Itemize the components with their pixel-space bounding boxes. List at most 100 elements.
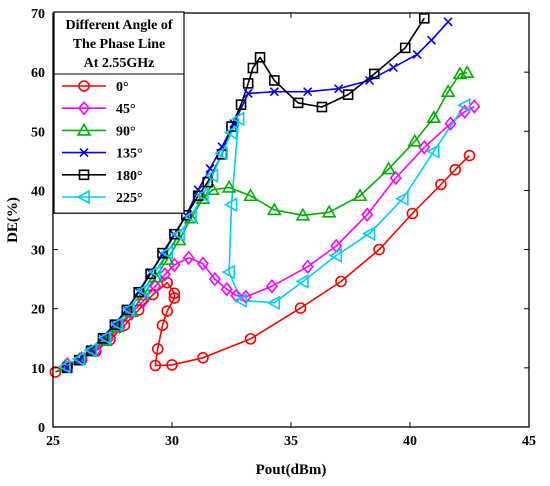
x-tick-label: 40 xyxy=(403,434,417,449)
data-point xyxy=(223,125,238,140)
data-point xyxy=(381,161,396,175)
y-axis-label: DE(%) xyxy=(5,197,21,243)
legend-marker-5 xyxy=(76,189,90,205)
data-point xyxy=(269,75,280,86)
data-point xyxy=(254,52,266,63)
legend-entries: 0° 45° 90° 135° 180° 225° xyxy=(62,80,143,206)
data-point xyxy=(214,145,228,161)
data-point xyxy=(407,133,423,147)
data-point xyxy=(147,264,162,280)
data-point xyxy=(243,88,253,98)
data-point xyxy=(412,49,422,59)
data-point xyxy=(244,333,257,345)
data-point xyxy=(334,84,344,94)
legend-marker-4 xyxy=(78,169,90,181)
data-point xyxy=(328,248,343,263)
data-point xyxy=(97,332,109,344)
data-point xyxy=(83,342,97,358)
data-point xyxy=(157,247,168,259)
data-point xyxy=(205,182,220,196)
data-point xyxy=(342,89,354,100)
data-point xyxy=(406,207,419,220)
legend: Different Angle of The Phase Line At 2.5… xyxy=(53,11,185,214)
data-point xyxy=(151,343,164,355)
data-point xyxy=(266,202,282,216)
x-axis-ticks: 25 30 35 40 45 xyxy=(46,13,536,449)
data-point xyxy=(388,62,398,72)
x-tick-label: 45 xyxy=(522,434,536,449)
y-tick-label: 30 xyxy=(31,244,45,259)
data-point xyxy=(242,78,254,89)
legend-label-1: 45° xyxy=(116,102,136,117)
x-tick-label: 35 xyxy=(284,434,298,449)
data-point xyxy=(109,319,121,330)
y-tick-label: 60 xyxy=(31,66,45,81)
data-point xyxy=(204,168,219,183)
legend-marker-1 xyxy=(77,100,91,116)
legend-label-5: 225° xyxy=(116,191,143,206)
data-point xyxy=(195,191,211,205)
data-point xyxy=(443,17,453,27)
data-point xyxy=(449,163,462,176)
data-point xyxy=(168,287,181,300)
data-point xyxy=(435,178,447,191)
data-point xyxy=(426,144,440,159)
x-tick-label: 25 xyxy=(46,434,60,449)
data-point xyxy=(352,188,368,202)
data-point xyxy=(269,87,279,97)
data-point xyxy=(208,271,221,287)
data-point xyxy=(368,68,380,80)
data-point xyxy=(463,149,476,162)
data-point xyxy=(295,274,309,289)
data-point xyxy=(303,87,313,97)
data-point xyxy=(418,13,430,24)
data-point xyxy=(230,111,245,127)
data-point xyxy=(192,190,204,202)
data-point xyxy=(301,259,314,274)
data-point xyxy=(395,191,409,207)
data-point xyxy=(361,226,376,241)
data-point xyxy=(195,187,209,203)
data-point xyxy=(373,243,385,256)
data-point xyxy=(223,197,238,212)
data-point xyxy=(135,283,150,298)
data-point xyxy=(361,207,374,222)
data-point xyxy=(196,256,209,272)
data-point xyxy=(158,267,171,282)
legend-box xyxy=(53,11,185,214)
data-point xyxy=(121,301,135,317)
data-point xyxy=(71,351,85,367)
data-point xyxy=(109,316,124,332)
data-point xyxy=(97,330,112,346)
legend-title-line-3: At 2.55GHz xyxy=(84,56,155,71)
data-point xyxy=(171,226,185,242)
legend-label-3: 135° xyxy=(116,147,143,162)
legend-label-4: 180° xyxy=(116,169,143,184)
data-point xyxy=(321,204,337,218)
data-point xyxy=(168,292,181,304)
data-point xyxy=(426,110,442,123)
data-point xyxy=(159,245,174,260)
data-point xyxy=(202,176,213,188)
legend-title-line-1: Different Angle of xyxy=(65,18,172,33)
data-point xyxy=(180,209,192,221)
data-point xyxy=(444,116,457,131)
data-point xyxy=(149,278,162,294)
data-point xyxy=(49,366,62,378)
data-point xyxy=(183,209,197,224)
data-point xyxy=(156,319,169,332)
data-point xyxy=(457,97,471,113)
data-point xyxy=(145,268,156,280)
data-point xyxy=(335,275,347,288)
legend-marker-0 xyxy=(78,80,90,92)
data-point xyxy=(426,35,436,45)
data-point xyxy=(247,62,259,74)
data-point xyxy=(292,97,304,109)
data-point xyxy=(57,359,71,375)
data-point xyxy=(459,65,475,79)
data-point xyxy=(205,163,215,174)
legend-marker-3 xyxy=(79,148,89,158)
data-point xyxy=(166,359,178,371)
data-point xyxy=(265,278,279,294)
